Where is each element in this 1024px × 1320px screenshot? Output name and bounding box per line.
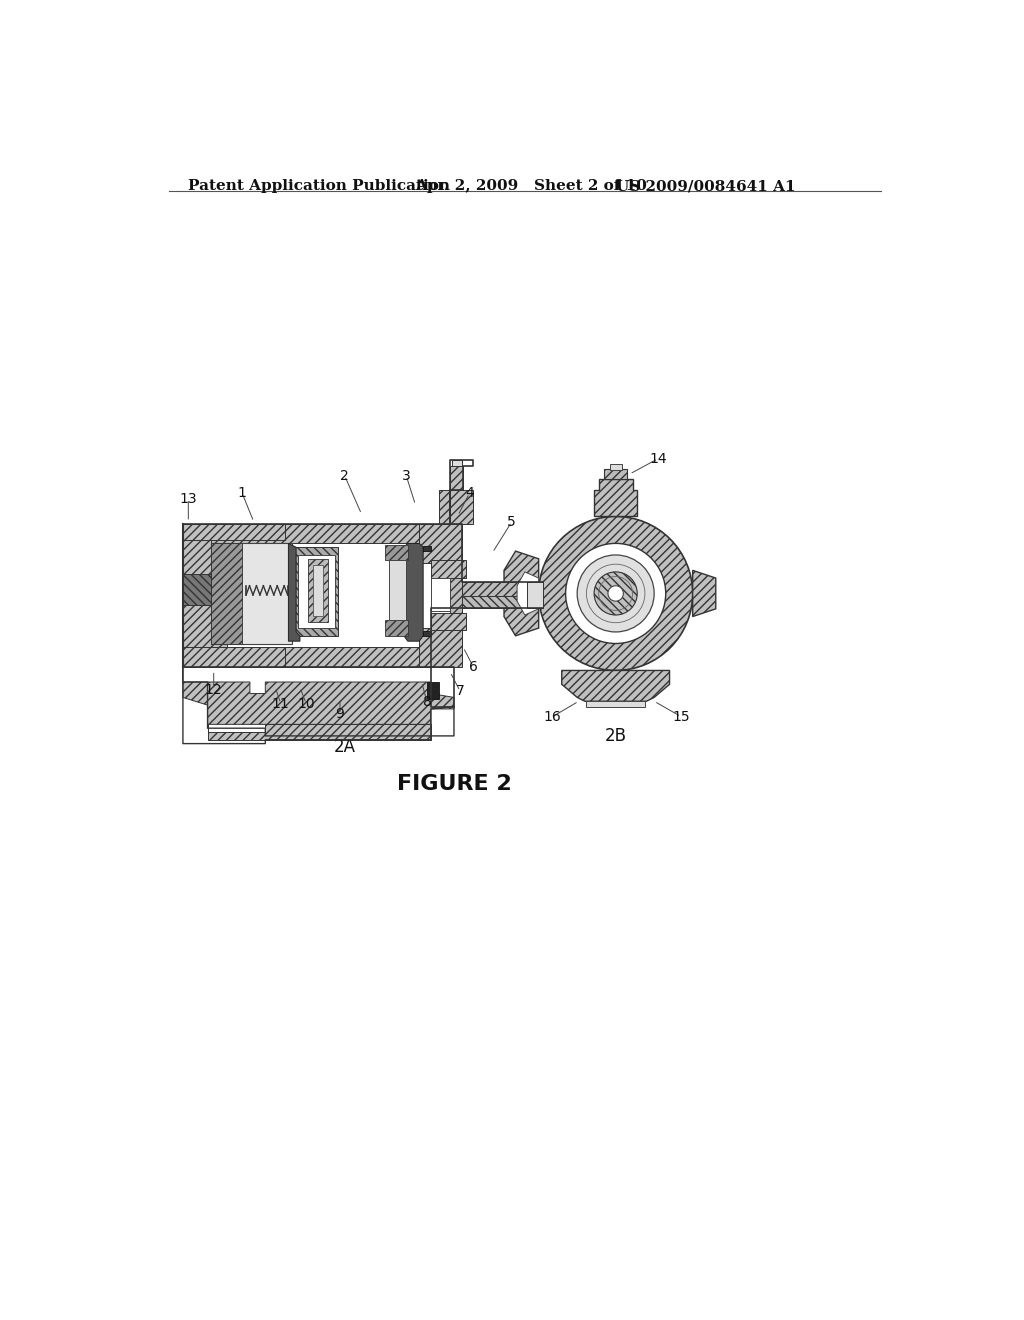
- Text: 2A: 2A: [334, 738, 355, 756]
- Bar: [211, 544, 243, 644]
- Circle shape: [578, 554, 654, 632]
- Bar: [587, 701, 645, 708]
- Text: 13: 13: [179, 492, 198, 506]
- Text: 15: 15: [673, 710, 690, 723]
- Circle shape: [594, 572, 637, 615]
- Text: 2: 2: [340, 469, 349, 483]
- Bar: [388, 561, 407, 620]
- Bar: [385, 620, 408, 636]
- Bar: [438, 490, 473, 524]
- Bar: [183, 524, 285, 540]
- Text: 11: 11: [271, 697, 290, 710]
- Text: 14: 14: [649, 451, 667, 466]
- Bar: [431, 561, 466, 578]
- Polygon shape: [504, 552, 539, 636]
- Bar: [211, 524, 431, 544]
- Text: 6: 6: [469, 660, 477, 673]
- Polygon shape: [562, 671, 670, 701]
- Bar: [609, 465, 622, 470]
- Polygon shape: [183, 574, 211, 605]
- Bar: [453, 461, 462, 466]
- Bar: [313, 565, 323, 615]
- Polygon shape: [692, 570, 716, 616]
- Polygon shape: [208, 725, 431, 739]
- Polygon shape: [183, 667, 454, 725]
- Text: 4: 4: [465, 486, 474, 500]
- Bar: [307, 558, 328, 622]
- Bar: [419, 628, 462, 667]
- Text: Apr. 2, 2009   Sheet 2 of 10: Apr. 2, 2009 Sheet 2 of 10: [416, 180, 647, 193]
- Bar: [451, 562, 462, 628]
- Text: Patent Application Publication: Patent Application Publication: [188, 180, 451, 193]
- Bar: [462, 595, 527, 609]
- Bar: [427, 682, 438, 700]
- Bar: [419, 524, 462, 562]
- Bar: [604, 469, 628, 479]
- Text: FIGURE 2: FIGURE 2: [396, 774, 511, 793]
- Bar: [292, 548, 339, 636]
- Bar: [183, 540, 211, 647]
- Circle shape: [608, 586, 624, 601]
- Polygon shape: [423, 631, 431, 636]
- Polygon shape: [423, 546, 431, 552]
- Text: 8: 8: [423, 696, 431, 709]
- Text: US 2009/0084641 A1: US 2009/0084641 A1: [615, 180, 796, 193]
- Text: 16: 16: [544, 710, 561, 723]
- Text: 2B: 2B: [604, 727, 627, 744]
- Polygon shape: [517, 572, 539, 615]
- Bar: [183, 647, 285, 667]
- Bar: [298, 554, 335, 628]
- Bar: [385, 545, 408, 561]
- Bar: [431, 612, 466, 630]
- Polygon shape: [403, 544, 423, 642]
- Circle shape: [539, 516, 692, 671]
- Polygon shape: [289, 544, 300, 642]
- Text: 10: 10: [297, 697, 315, 710]
- Text: 12: 12: [205, 682, 222, 697]
- Text: 5: 5: [507, 515, 516, 529]
- Polygon shape: [594, 479, 637, 516]
- Text: 9: 9: [336, 708, 344, 721]
- Bar: [211, 647, 431, 667]
- Bar: [451, 466, 463, 490]
- Text: 1: 1: [238, 486, 247, 500]
- Text: 3: 3: [401, 469, 411, 483]
- Bar: [462, 582, 527, 595]
- Bar: [431, 578, 451, 611]
- Circle shape: [565, 544, 666, 644]
- Bar: [211, 544, 292, 644]
- Polygon shape: [183, 524, 226, 663]
- Bar: [527, 582, 543, 609]
- Text: 7: 7: [456, 684, 465, 698]
